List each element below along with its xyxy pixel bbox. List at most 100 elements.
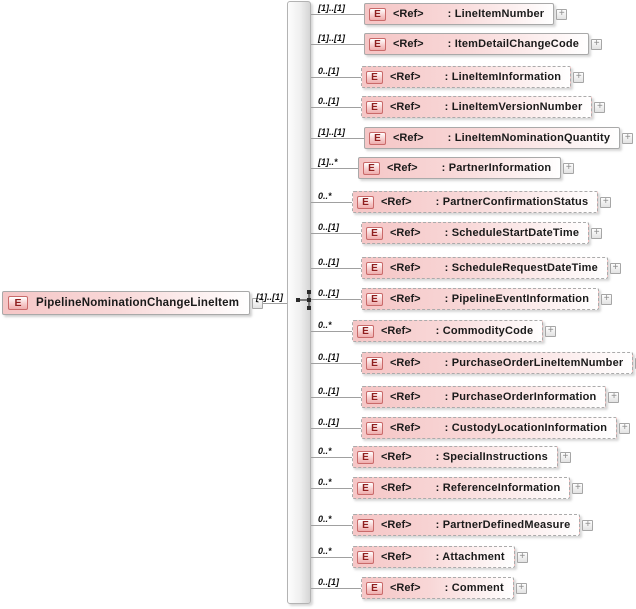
element-name: : ScheduleRequestDateTime <box>444 262 598 274</box>
ref-label: <Ref> <box>381 551 412 563</box>
ref-label: <Ref> <box>381 196 412 208</box>
cardinality-label: 0..* <box>318 446 332 456</box>
ref-label: <Ref> <box>390 71 421 83</box>
cardinality-label: [1]..* <box>318 157 338 167</box>
connector-line <box>311 362 361 364</box>
element-box[interactable]: E <Ref> : LineItemVersionNumber <box>361 96 593 118</box>
ref-label: <Ref> <box>390 422 421 434</box>
expand-button[interactable]: + <box>515 582 527 594</box>
connector-line <box>311 201 352 203</box>
sequence-compositor-icon[interactable] <box>291 288 313 312</box>
element-box[interactable]: E <Ref> : CommodityCode <box>352 320 544 342</box>
element-box[interactable]: E <Ref> : Attachment <box>352 546 515 568</box>
expand-button[interactable]: + <box>594 101 606 113</box>
expand-button[interactable]: + <box>545 325 557 337</box>
element-icon: E <box>366 261 383 275</box>
element-icon: E <box>366 226 383 240</box>
element-icon: E <box>8 296 28 310</box>
element-box[interactable]: E <Ref> : SpecialInstructions <box>352 446 558 468</box>
ref-label: <Ref> <box>393 38 424 50</box>
element-box[interactable]: E <Ref> : ItemDetailChangeCode <box>364 33 590 55</box>
ref-label: <Ref> <box>390 227 421 239</box>
ref-label: <Ref> <box>390 582 421 594</box>
expand-button[interactable]: + <box>563 162 575 174</box>
element-box[interactable]: E <Ref> : Comment <box>361 577 514 599</box>
element-row: [1]..[1] E <Ref> : LineItemNumber + <box>311 3 568 25</box>
element-name: : ScheduleStartDateTime <box>444 227 580 239</box>
expand-button[interactable]: + <box>591 227 603 239</box>
expand-button[interactable]: + <box>582 519 594 531</box>
expand-button[interactable]: + <box>572 482 584 494</box>
element-icon: E <box>366 421 383 435</box>
cardinality-label: 0..[1] <box>318 66 340 76</box>
element-row: 0..* E <Ref> : CommodityCode + <box>311 320 557 342</box>
expand-button[interactable]: + <box>559 451 571 463</box>
connector-line <box>311 396 361 398</box>
element-box[interactable]: E <Ref> : LineItemInformation <box>361 66 572 88</box>
element-icon: E <box>363 161 380 175</box>
element-name: : ItemDetailChangeCode <box>447 38 580 50</box>
element-box[interactable]: E <Ref> : LineItemNumber <box>364 3 555 25</box>
cardinality-label: 0..[1] <box>318 257 340 267</box>
element-box[interactable]: E <Ref> : ScheduleRequestDateTime <box>361 257 608 279</box>
ref-label: <Ref> <box>390 357 421 369</box>
expand-button[interactable]: + <box>556 8 568 20</box>
element-name: : LineItemNominationQuantity <box>447 132 611 144</box>
cardinality-label: 0..[1] <box>318 222 340 232</box>
element-name: : SpecialInstructions <box>435 451 548 463</box>
expand-button[interactable]: + <box>573 71 585 83</box>
element-box[interactable]: E <Ref> : PurchaseOrderLineItemNumber <box>361 352 634 374</box>
element-icon: E <box>366 70 383 84</box>
element-box[interactable]: E <Ref> : ReferenceInformation <box>352 477 571 499</box>
connector-line <box>311 427 361 429</box>
element-icon: E <box>357 195 374 209</box>
element-name: : PartnerInformation <box>441 162 552 174</box>
element-box[interactable]: E <Ref> : PartnerDefinedMeasure <box>352 514 581 536</box>
element-box[interactable]: E <Ref> : PurchaseOrderInformation <box>361 386 607 408</box>
element-name: : PurchaseOrderInformation <box>444 391 597 403</box>
element-name: : PurchaseOrderLineItemNumber <box>444 357 624 369</box>
expand-button[interactable]: + <box>622 132 634 144</box>
element-box[interactable]: E <Ref> : PartnerConfirmationStatus <box>352 191 599 213</box>
expand-button[interactable]: + <box>591 38 603 50</box>
connector-line <box>263 302 287 304</box>
element-name: : PipelineEventInformation <box>444 293 590 305</box>
expand-button[interactable]: + <box>608 391 620 403</box>
root-element-box[interactable]: E PipelineNominationChangeLineItem <box>2 291 251 315</box>
expand-button[interactable]: + <box>619 422 631 434</box>
element-row: [1]..* E <Ref> : PartnerInformation + <box>311 157 575 179</box>
element-name: : CommodityCode <box>435 325 534 337</box>
expand-button[interactable]: + <box>516 551 528 563</box>
element-box[interactable]: E <Ref> : PipelineEventInformation <box>361 288 600 310</box>
expand-button[interactable]: + <box>609 262 621 274</box>
element-icon: E <box>366 581 383 595</box>
element-name: : Comment <box>444 582 504 594</box>
collapse-button[interactable]: - <box>252 297 264 309</box>
connector-line <box>311 298 361 300</box>
element-box[interactable]: E <Ref> : PartnerInformation <box>358 157 562 179</box>
element-row: 0..[1] E <Ref> : PurchaseOrderInformatio… <box>311 386 620 408</box>
element-row: 0..[1] E <Ref> : Comment + <box>311 577 527 599</box>
connector-line <box>311 524 352 526</box>
element-row: 0..* E <Ref> : PartnerDefinedMeasure + <box>311 514 594 536</box>
expand-button[interactable]: + <box>601 293 613 305</box>
element-box[interactable]: E <Ref> : LineItemNominationQuantity <box>364 127 621 149</box>
cardinality-label: 0..[1] <box>318 96 340 106</box>
connector-line <box>311 13 364 15</box>
root-element-name: PipelineNominationChangeLineItem <box>36 297 240 309</box>
element-box[interactable]: E <Ref> : ScheduleStartDateTime <box>361 222 590 244</box>
element-box[interactable]: E <Ref> : CustodyLocationInformation <box>361 417 618 439</box>
connector-line <box>311 487 352 489</box>
element-row: 0..[1] E <Ref> : PurchaseOrderLineItemNu… <box>311 352 636 374</box>
sequence-bar[interactable] <box>287 1 311 604</box>
element-name: : Attachment <box>435 551 505 563</box>
ref-label: <Ref> <box>390 262 421 274</box>
element-icon: E <box>366 100 383 114</box>
element-row: 0..* E <Ref> : PartnerConfirmationStatus… <box>311 191 612 213</box>
element-row: 0..* E <Ref> : Attachment + <box>311 546 528 568</box>
root-element-row: E PipelineNominationChangeLineItem - [1]… <box>2 291 287 315</box>
element-icon: E <box>366 292 383 306</box>
expand-button[interactable]: + <box>600 196 612 208</box>
element-name: : CustodyLocationInformation <box>444 422 608 434</box>
